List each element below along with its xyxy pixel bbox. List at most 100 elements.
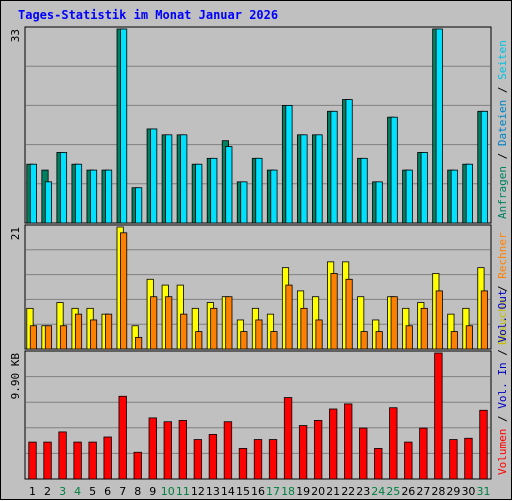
bar-volumen-day-10 — [163, 421, 172, 480]
bar-volumen-day-28 — [434, 352, 443, 480]
x-tick-label-day-29: 29 — [446, 485, 460, 498]
legend-part-0: Volumen — [496, 429, 509, 475]
bar-rechner-day-13 — [210, 307, 218, 350]
bar-dateien-day-16 — [255, 157, 263, 224]
bar-rechner-day-8 — [135, 336, 143, 350]
bar-dateien-day-24 — [375, 181, 383, 224]
bar-dateien-day-12 — [195, 163, 203, 224]
bar-volumen-day-6 — [103, 436, 112, 480]
panel-middle-ymax-label: 21 — [9, 227, 22, 240]
bar-volumen-day-14 — [223, 421, 233, 480]
bar-dateien-day-28 — [435, 28, 443, 224]
bar-rechner-day-28 — [435, 290, 443, 350]
bar-dateien-day-2 — [44, 181, 53, 224]
bar-dateien-day-18 — [285, 105, 293, 224]
bar-volumen-day-30 — [464, 437, 473, 480]
bar-volumen-day-3 — [58, 431, 67, 480]
bar-rechner-day-24 — [375, 331, 383, 350]
bar-dateien-day-1 — [29, 163, 37, 224]
bar-rechner-day-20 — [315, 319, 323, 350]
bar-volumen-day-23 — [359, 427, 368, 480]
bar-volumen-day-24 — [374, 448, 383, 480]
bar-volumen-day-9 — [148, 417, 157, 480]
bar-dateien-day-4 — [74, 163, 83, 224]
bar-volumen-day-17 — [268, 439, 278, 480]
bar-rechner-day-3 — [59, 325, 68, 350]
bar-rechner-day-26 — [405, 325, 413, 350]
bar-volumen-day-31 — [479, 409, 488, 480]
x-tick-label-day-25: 25 — [386, 485, 400, 498]
legend-part-1: / — [496, 146, 509, 166]
bar-volumen-day-27 — [419, 427, 428, 480]
bar-rechner-day-5 — [89, 319, 98, 350]
bar-rechner-day-1 — [29, 325, 37, 350]
bar-rechner-day-31 — [480, 290, 488, 350]
bar-dateien-day-19 — [300, 134, 308, 224]
bar-volumen-day-19 — [298, 425, 308, 480]
x-tick-label-day-28: 28 — [431, 485, 445, 498]
bar-dateien-day-13 — [210, 157, 218, 224]
x-tick-label-day-31: 31 — [476, 485, 490, 498]
bar-rechner-day-18 — [285, 284, 293, 350]
x-tick-label-day-2: 2 — [44, 485, 51, 498]
bar-dateien-day-14 — [225, 146, 233, 224]
legend-part-3: / — [496, 343, 509, 363]
x-tick-label-day-3: 3 — [59, 485, 66, 498]
bar-rechner-day-6 — [105, 313, 113, 350]
legend-part-2: Vol. In — [496, 362, 509, 408]
bar-rechner-day-27 — [420, 307, 428, 350]
x-tick-label-day-16: 16 — [251, 485, 265, 498]
panel-bottom-ymax-label: 9.90 KB — [9, 353, 22, 400]
bar-volumen-day-7 — [118, 395, 127, 480]
bar-dateien-day-15 — [240, 181, 248, 224]
bar-volumen-day-11 — [178, 420, 187, 480]
bar-volumen-day-1 — [28, 441, 37, 480]
bar-dateien-day-5 — [89, 169, 98, 224]
bar-dateien-day-21 — [330, 110, 338, 224]
bar-dateien-day-23 — [360, 157, 368, 224]
bar-rechner-day-25 — [390, 296, 398, 350]
legend-part-0: Anfragen — [496, 166, 509, 219]
x-tick-label-day-20: 20 — [311, 485, 325, 498]
bar-rechner-day-30 — [465, 325, 473, 350]
bar-volumen-day-13 — [208, 434, 218, 480]
panel-middle-legend-label: Besuche / Rechner — [496, 232, 509, 345]
bar-volumen-day-29 — [449, 439, 458, 480]
bar-dateien-day-10 — [165, 134, 173, 224]
bar-rechner-day-29 — [450, 331, 458, 350]
bar-dateien-day-29 — [450, 169, 458, 224]
bar-dateien-day-17 — [270, 169, 278, 224]
bar-volumen-day-5 — [88, 441, 97, 480]
bar-volumen-day-18 — [283, 397, 293, 480]
x-tick-label-day-6: 6 — [104, 485, 111, 498]
bar-dateien-day-9 — [150, 128, 158, 224]
legend-part-2: Rechner — [496, 232, 509, 279]
x-tick-label-day-30: 30 — [461, 485, 475, 498]
bar-volumen-day-2 — [43, 441, 52, 480]
bar-rechner-day-4 — [74, 313, 83, 350]
bar-volumen-day-15 — [238, 448, 248, 480]
bar-dateien-day-31 — [480, 110, 488, 224]
bar-volumen-day-22 — [344, 403, 353, 480]
panel-top-ymax-label: 33 — [9, 29, 22, 42]
legend-part-4: Vol. Out — [496, 290, 509, 343]
legend-part-1: / — [496, 279, 509, 299]
bar-volumen-day-25 — [389, 407, 398, 480]
bar-rechner-day-14 — [225, 296, 233, 350]
legend-part-0: Besuche — [496, 299, 509, 345]
x-tick-label-day-18: 18 — [281, 485, 295, 498]
x-tick-label-day-14: 14 — [221, 485, 235, 498]
legend-part-2: Dateien — [496, 100, 509, 146]
x-tick-label-day-23: 23 — [356, 485, 370, 498]
bar-rechner-day-12 — [195, 331, 203, 350]
bar-rechner-day-17 — [270, 331, 278, 350]
x-tick-label-day-22: 22 — [341, 485, 355, 498]
bar-rechner-day-19 — [300, 307, 308, 350]
x-tick-label-day-13: 13 — [206, 485, 220, 498]
x-tick-label-day-21: 21 — [326, 485, 340, 498]
bar-dateien-day-8 — [135, 187, 143, 224]
x-tick-label-day-7: 7 — [119, 485, 126, 498]
legend-part-1: / — [496, 409, 509, 429]
